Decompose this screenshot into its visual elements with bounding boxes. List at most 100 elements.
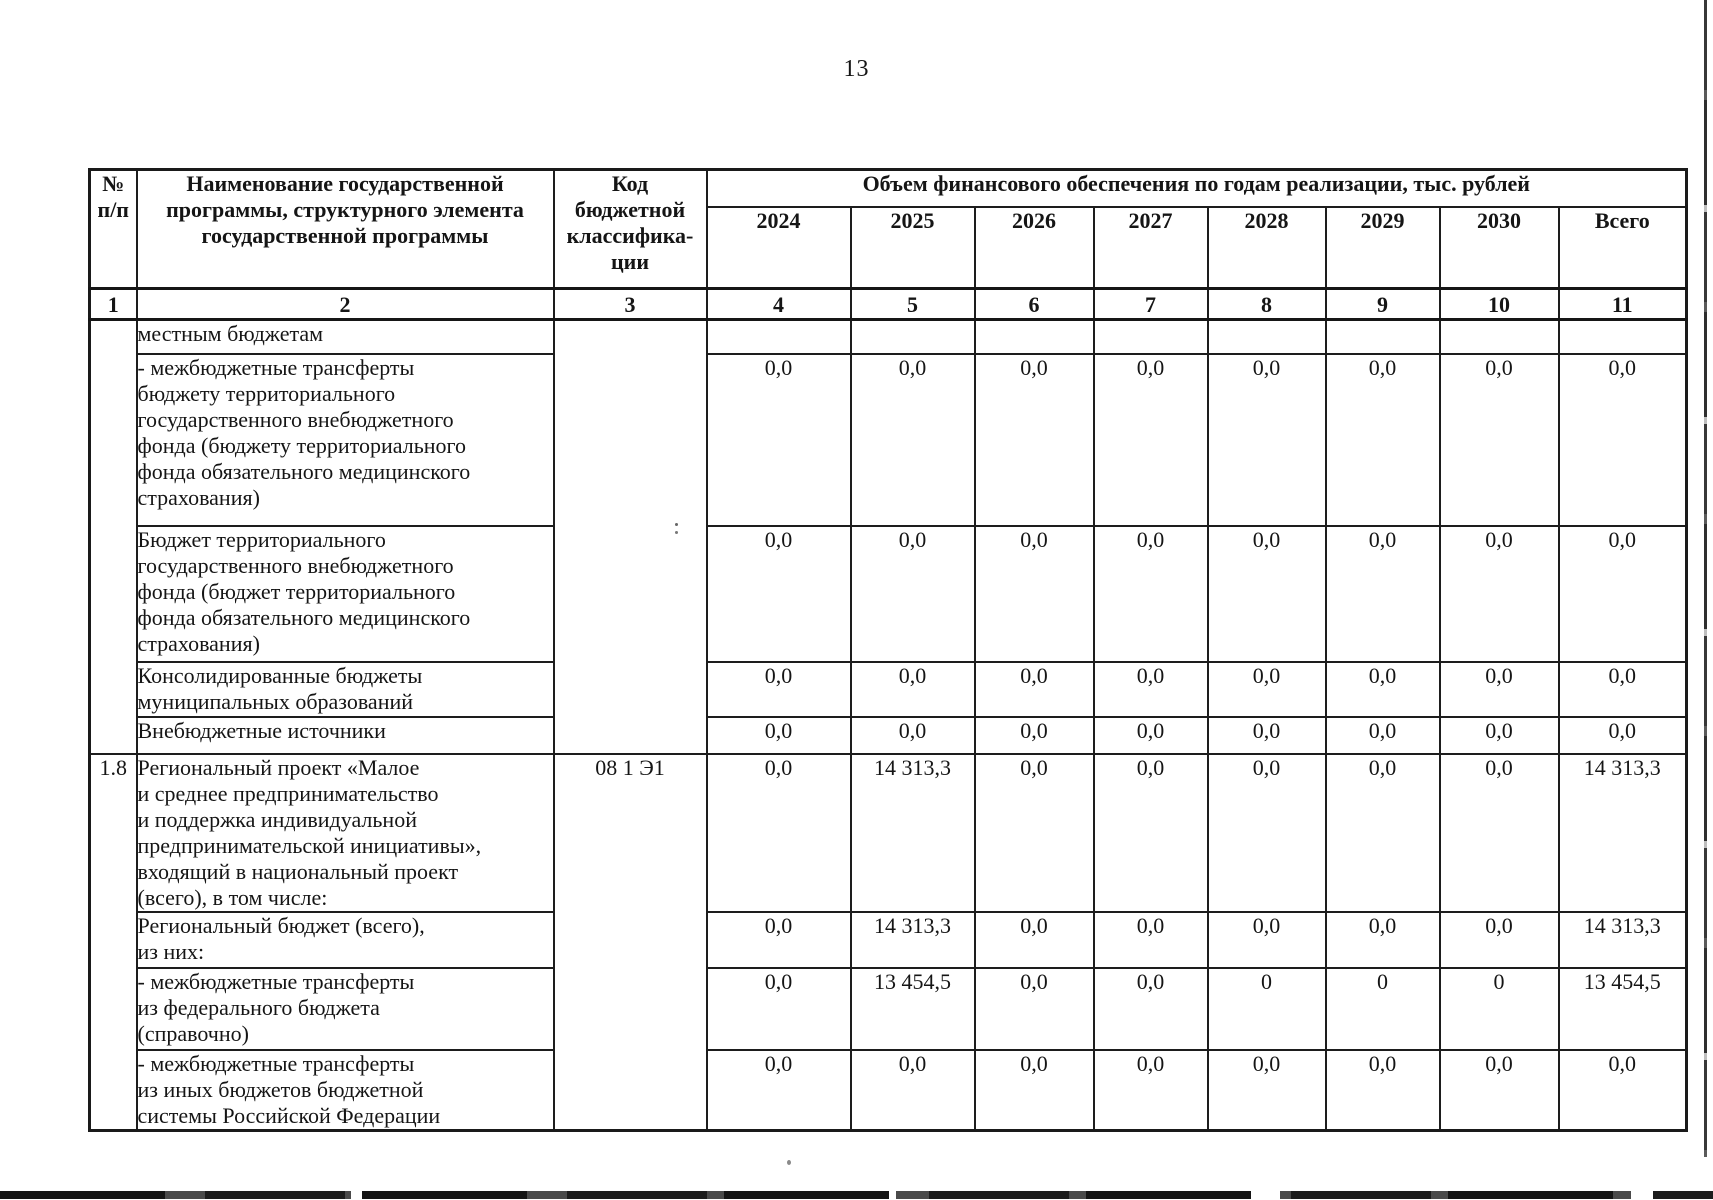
cell-value: 0,0 (1324, 1048, 1441, 1131)
header-col-code: Код бюджетной классифика- ции (552, 168, 708, 290)
cell-value: 0,0 (1206, 1048, 1327, 1131)
cell-value (1206, 318, 1327, 355)
row-name: Бюджет территориального государственного… (135, 524, 555, 663)
header-year-2024: 2024 (705, 205, 852, 290)
cell-value: 14 313,3 (1557, 910, 1688, 969)
cell-value (705, 318, 852, 355)
scan-artifact-bottom-edge (0, 1191, 1713, 1199)
cell-value: 0,0 (1092, 715, 1209, 755)
cell-value: 0,0 (1438, 660, 1560, 718)
cell-value: 0,0 (705, 752, 852, 913)
cell-value: 0,0 (1557, 715, 1688, 755)
cell-value: 0,0 (1438, 715, 1560, 755)
cell-value: 0,0 (1206, 910, 1327, 969)
cell-value: 0,0 (1438, 352, 1560, 527)
cell-value: 0 (1206, 966, 1327, 1051)
colnum-10: 10 (1438, 287, 1560, 321)
cell-value: 0,0 (973, 966, 1095, 1051)
scan-speck (675, 523, 678, 526)
cell-value: 13 454,5 (849, 966, 976, 1051)
cell-value (1438, 318, 1560, 355)
cell-value: 0 (1438, 966, 1560, 1051)
cell-value: 0,0 (1206, 524, 1327, 663)
cell-value (1557, 318, 1688, 355)
colnum-8: 8 (1206, 287, 1327, 321)
row-name: Региональный бюджет (всего), из них: (135, 910, 555, 969)
table-row: местным бюджетам (88, 318, 1688, 755)
cell-value: 0,0 (1438, 910, 1560, 969)
cell-value: 0,0 (1092, 660, 1209, 718)
cell-value: 0,0 (973, 715, 1095, 755)
row-name: - межбюджетные трансферты из иных бюджет… (135, 1048, 555, 1131)
cell-value: 0,0 (849, 524, 976, 663)
table-row: Внебюджетные источники 0,0 0,0 0,0 0,0 0… (90, 715, 1688, 755)
cell-value: 0,0 (973, 352, 1095, 527)
colnum-11: 11 (1557, 287, 1688, 321)
cell-value: 0,0 (1557, 660, 1688, 718)
colnum-7: 7 (1092, 287, 1209, 321)
cell-value: 0,0 (1324, 660, 1441, 718)
cell-value: 0,0 (1557, 1048, 1688, 1131)
cell-value: 0,0 (705, 715, 852, 755)
cell-value: 0,0 (1092, 966, 1209, 1051)
cell-value (973, 318, 1095, 355)
cell-value: 0,0 (1324, 752, 1441, 913)
cell-value: 0,0 (1438, 524, 1560, 663)
header-year-2029: 2029 (1324, 205, 1441, 290)
row-name: - межбюджетные трансферты бюджету террит… (135, 352, 555, 527)
table-row: Региональный бюджет (всего), из них: 0,0… (90, 910, 1688, 969)
scan-artifact-right-edge (1704, 0, 1707, 1157)
cell-value: 0,0 (973, 752, 1095, 913)
cell-value: 0,0 (849, 715, 976, 755)
header-year-2026: 2026 (973, 205, 1095, 290)
cell-value: 0,0 (849, 352, 976, 527)
cell-value: 0,0 (705, 1048, 852, 1131)
row-name: местным бюджетам (135, 318, 555, 355)
scan-speck (787, 1160, 791, 1165)
row-code-cell (552, 318, 708, 755)
table-row: Бюджет территориального государственного… (90, 524, 1688, 663)
cell-value: 0,0 (1438, 1048, 1560, 1131)
cell-value: 0,0 (1324, 524, 1441, 663)
cell-value: 0,0 (705, 524, 852, 663)
header-col-name: Наименование государственной программы, … (135, 168, 555, 290)
cell-value: 0,0 (849, 1048, 976, 1131)
table-row: - межбюджетные трансферты из иных бюджет… (90, 1048, 1688, 1131)
row-num-cell (88, 318, 138, 755)
header-year-2025: 2025 (849, 205, 976, 290)
header-year-2027: 2027 (1092, 205, 1209, 290)
table-row: - межбюджетные трансферты из федеральног… (90, 966, 1688, 1051)
header-year-2030: 2030 (1438, 205, 1560, 290)
cell-value: 0,0 (1092, 1048, 1209, 1131)
cell-value: 0,0 (1557, 352, 1688, 527)
cell-value: 0,0 (705, 910, 852, 969)
cell-value: 0,0 (1557, 524, 1688, 663)
cell-value: 0,0 (1206, 715, 1327, 755)
cell-value: 0,0 (1324, 352, 1441, 527)
page-number: 13 (843, 56, 870, 82)
cell-value: 0,0 (1092, 752, 1209, 913)
cell-value (1092, 318, 1209, 355)
colnum-9: 9 (1324, 287, 1441, 321)
table-row: Консолидированные бюджеты муниципальных … (90, 660, 1688, 718)
colnum-4: 4 (705, 287, 852, 321)
header-year-2028: 2028 (1206, 205, 1327, 290)
cell-value (849, 318, 976, 355)
cell-value: 0,0 (973, 660, 1095, 718)
cell-value: 13 454,5 (1557, 966, 1688, 1051)
cell-value: 0,0 (705, 352, 852, 527)
cell-value: 0,0 (1206, 660, 1327, 718)
cell-value: 0 (1324, 966, 1441, 1051)
cell-value: 0,0 (1092, 910, 1209, 969)
header-volume: Объем финансового обеспечения по годам р… (705, 168, 1688, 208)
row-name: - межбюджетные трансферты из федеральног… (135, 966, 555, 1051)
cell-value: 0,0 (1324, 715, 1441, 755)
cell-value: 0,0 (1206, 352, 1327, 527)
cell-value (1324, 318, 1441, 355)
row-code-cell: 08 1 Э1 (552, 752, 708, 1131)
colnum-3: 3 (552, 287, 708, 321)
cell-value: 0,0 (1092, 524, 1209, 663)
colnum-6: 6 (973, 287, 1095, 321)
cell-value: 0,0 (973, 1048, 1095, 1131)
finance-table: № п/п Наименование государственной прогр… (88, 168, 1689, 1132)
